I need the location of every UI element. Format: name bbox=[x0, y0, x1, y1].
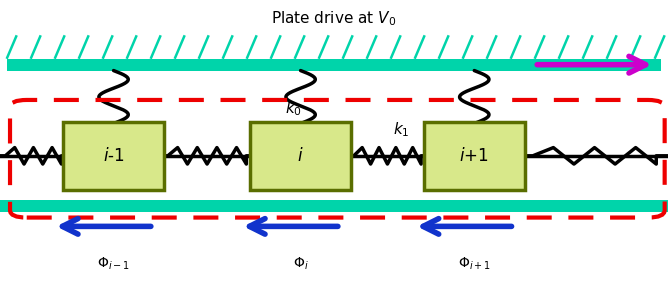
FancyBboxPatch shape bbox=[250, 122, 351, 190]
Text: $i\text{-}1$: $i\text{-}1$ bbox=[103, 147, 124, 165]
Text: $i$: $i$ bbox=[297, 147, 304, 165]
FancyBboxPatch shape bbox=[424, 122, 525, 190]
Text: $\Phi_{i+1}$: $\Phi_{i+1}$ bbox=[458, 256, 491, 272]
FancyBboxPatch shape bbox=[0, 200, 668, 212]
Text: Plate drive at $V_0$: Plate drive at $V_0$ bbox=[271, 9, 397, 28]
Text: $k_0$: $k_0$ bbox=[285, 99, 303, 118]
FancyBboxPatch shape bbox=[7, 59, 661, 71]
Text: $k_1$: $k_1$ bbox=[393, 120, 409, 139]
Text: $\Phi_{i-1}$: $\Phi_{i-1}$ bbox=[97, 256, 130, 272]
FancyBboxPatch shape bbox=[63, 122, 164, 190]
Text: $\Phi_{i}$: $\Phi_{i}$ bbox=[293, 256, 309, 272]
Text: $i\text{+}1$: $i\text{+}1$ bbox=[460, 147, 489, 165]
